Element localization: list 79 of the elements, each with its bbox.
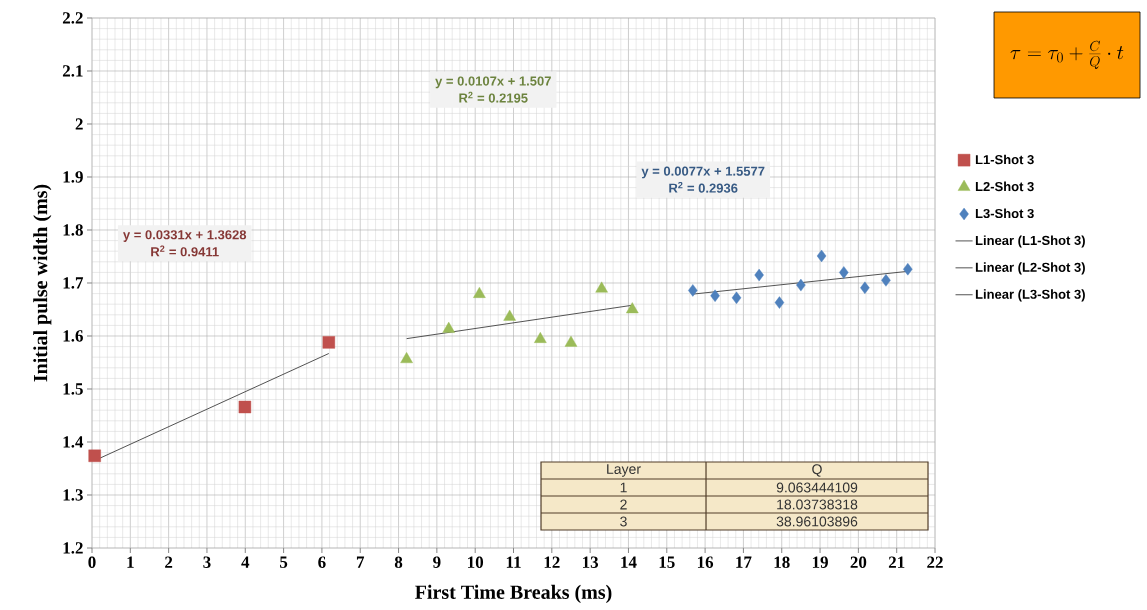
point — [88, 449, 101, 462]
x-tick-label: 18 — [774, 556, 790, 569]
x-tick-label: 22 — [927, 556, 943, 568]
point — [731, 291, 742, 305]
annotation: 1 — [620, 482, 627, 493]
annotation: R$^{2}$ = 0.9411 — [151, 245, 219, 257]
y-tick-label: 1.6 — [63, 330, 83, 342]
x-tick-label: 12 — [544, 556, 560, 568]
legend-label: Linear (L2-Shot 3) — [975, 262, 1085, 275]
x-tick-label: 4 — [241, 556, 250, 568]
legend-label: Linear (L1-Shot 3) — [975, 235, 1085, 248]
point — [903, 263, 913, 276]
x-tick-label: 2 — [165, 556, 173, 568]
y-tick-label: 1.3 — [63, 489, 83, 501]
x-tick-label: 14 — [621, 556, 637, 568]
point — [564, 335, 578, 347]
point — [774, 296, 785, 309]
x-tick-label: 20 — [850, 556, 867, 569]
point — [595, 281, 608, 293]
y-tick-label: 1.8 — [63, 224, 83, 236]
point — [754, 268, 764, 282]
annotation: 38.96103896 — [776, 516, 858, 527]
point — [322, 336, 336, 349]
annotation: Q — [812, 464, 822, 477]
x-tick-label: 8 — [394, 556, 403, 569]
annotation: 9.063444109 — [776, 482, 858, 493]
x-tick-label: 5 — [280, 556, 288, 568]
x-tick-label: 3 — [203, 556, 211, 568]
point — [839, 266, 849, 279]
point — [442, 321, 456, 333]
x-tick-label: 6 — [318, 556, 326, 568]
x-tick-label: 15 — [659, 556, 675, 568]
y-tick-label: 1.2 — [63, 542, 83, 554]
x-axis-title: First Time Breaks (ms) — [415, 584, 612, 603]
x-tick-label: 21 — [888, 556, 905, 568]
annotation: 2 — [620, 499, 627, 510]
y-tick-label: 1.9 — [63, 171, 83, 183]
x-tick-label: 19 — [812, 556, 828, 568]
x-tick-label: 13 — [583, 556, 599, 568]
annotation: R$^{2}$ = 0.2936 — [669, 181, 738, 193]
annotation: R$^{2}$ = 0.2195 — [459, 91, 528, 103]
x-tick-label: 1 — [127, 556, 134, 568]
y-tick-label: 1.7 — [63, 277, 84, 289]
text: $\tau = \tau_0 + \frac{C}{Q}\cdot t$ — [1010, 40, 1124, 69]
x-tick-label: 10 — [468, 556, 484, 569]
x-tick-label: 11 — [506, 556, 521, 568]
x-tick-label: 0 — [88, 556, 96, 569]
y-tick-label: 2 — [75, 118, 83, 130]
legend-label: L3-Shot 3 — [975, 208, 1034, 219]
point — [816, 249, 827, 263]
legend-label: Linear (L3-Shot 3) — [975, 289, 1085, 302]
x-tick-label: 7 — [356, 556, 365, 568]
annotation: y = 0.0331x + 1.3628 — [123, 230, 247, 242]
x-tick-label: 16 — [697, 556, 714, 568]
point — [688, 284, 698, 297]
y-tick-label: 1.4 — [63, 436, 84, 448]
y-tick-label: 1.5 — [63, 383, 83, 395]
annotation: y = 0.0107x + 1.507 — [435, 76, 551, 89]
point — [796, 278, 806, 292]
point — [503, 309, 516, 321]
point — [626, 302, 639, 314]
point — [238, 400, 252, 414]
annotation: Layer — [607, 464, 641, 477]
x-tick-label: 17 — [736, 556, 752, 568]
point — [860, 281, 870, 294]
y-tick-label: 2.2 — [62, 12, 83, 24]
legend-label: L2-Shot 3 — [975, 181, 1034, 192]
y-tick-label: 2.1 — [62, 65, 83, 77]
annotation: y = 0.0077x + 1.5577 — [641, 166, 765, 179]
point — [400, 352, 413, 364]
point — [881, 274, 891, 287]
x-tick-label: 9 — [433, 556, 441, 568]
y-axis-title: Initial pulse width (ms) — [33, 184, 52, 382]
annotation: 18.03738318 — [777, 499, 858, 510]
point — [534, 331, 547, 343]
annotation: 3 — [620, 516, 627, 527]
point — [473, 286, 486, 298]
legend-label: L1-Shot 3 — [975, 154, 1034, 165]
point — [710, 289, 720, 302]
